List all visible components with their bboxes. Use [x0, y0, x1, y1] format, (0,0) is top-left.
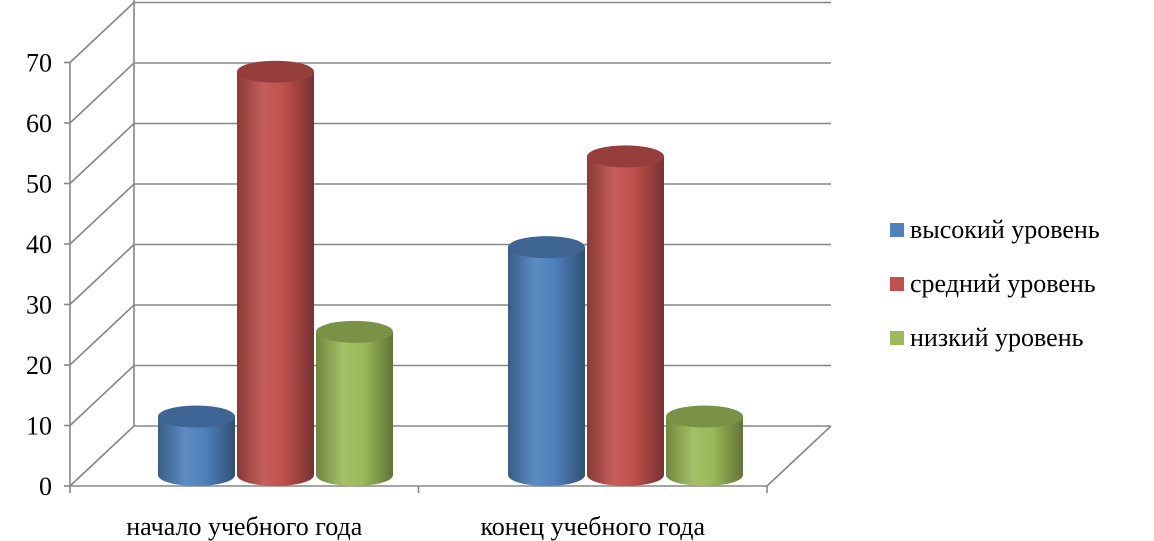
side-gridline — [69, 304, 135, 366]
legend-label-low: низкий уровень — [910, 323, 1084, 352]
y-tick-labels: 0 10 20 30 40 50 60 70 — [26, 49, 52, 502]
y-tick-label: 40 — [26, 230, 52, 259]
bar-body — [508, 247, 585, 487]
legend-label-medium: средний уровень — [910, 269, 1096, 298]
legend-item-high: высокий уровень — [890, 203, 1100, 257]
bar-body — [666, 416, 743, 487]
legend-swatch-medium — [890, 277, 904, 291]
legend-item-medium: средний уровень — [890, 257, 1100, 311]
bar-top — [158, 405, 235, 428]
y-tick-label: 10 — [26, 412, 52, 441]
bar-medium-2 — [587, 145, 664, 487]
side-gridline — [69, 183, 135, 245]
side-gridline — [69, 243, 135, 306]
legend-label-high: высокий уровень — [910, 215, 1100, 244]
bar-body — [237, 71, 314, 486]
bar-top — [316, 320, 393, 343]
y-tick-label: 30 — [26, 291, 52, 320]
bar-body — [158, 416, 235, 487]
y-tick-label: 20 — [26, 351, 52, 380]
bar-low-2 — [666, 405, 743, 487]
x-category-label: начало учебного года — [126, 512, 363, 541]
side-gridline — [69, 62, 135, 124]
y-tick-label: 60 — [26, 109, 52, 138]
y-tick-label: 70 — [26, 49, 52, 78]
bar-body — [316, 331, 393, 487]
floor-right-edge — [766, 425, 832, 487]
bar-medium-1 — [237, 60, 314, 486]
y-tick-label: 0 — [39, 472, 52, 501]
x-category-label: конец учебного года — [481, 512, 706, 541]
bar-high-1 — [158, 405, 235, 487]
legend-swatch-high — [890, 223, 904, 237]
side-gridline — [69, 122, 135, 185]
bar-high-2 — [508, 236, 585, 487]
side-gridline — [69, 364, 135, 427]
axes — [64, 61, 832, 493]
x-category-labels: начало учебного года конец учебного года — [126, 512, 705, 541]
side-gridline — [69, 425, 135, 487]
legend-item-low: низкий уровень — [890, 311, 1100, 365]
bar-top — [508, 236, 585, 259]
bar-top — [666, 405, 743, 428]
bar-body — [587, 156, 664, 487]
side-gridline — [69, 1, 135, 64]
legend-swatch-low — [890, 331, 904, 345]
bar-low-1 — [316, 320, 393, 487]
bar-top — [237, 60, 314, 83]
bar-top — [587, 145, 664, 168]
legend: высокий уровень средний уровень низкий у… — [890, 203, 1100, 365]
bars — [158, 60, 743, 487]
y-tick-label: 50 — [26, 170, 52, 199]
